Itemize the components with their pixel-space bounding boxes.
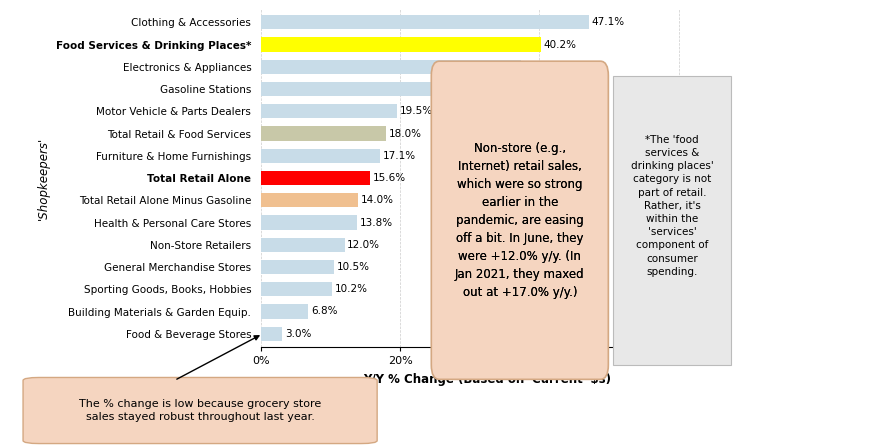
Bar <box>261 171 369 185</box>
Text: 10.5%: 10.5% <box>336 262 369 272</box>
Text: 17.1%: 17.1% <box>382 151 415 161</box>
Text: 15.6%: 15.6% <box>372 173 405 183</box>
Text: 10.2%: 10.2% <box>335 284 368 294</box>
Bar <box>261 15 588 29</box>
Y-axis label: 'Shopkeepers': 'Shopkeepers' <box>37 136 50 220</box>
Bar <box>261 327 282 341</box>
FancyBboxPatch shape <box>431 61 607 379</box>
Bar <box>261 260 334 274</box>
Text: 18.0%: 18.0% <box>388 129 421 138</box>
Bar <box>261 37 541 52</box>
Bar <box>261 60 520 74</box>
Text: 40.2%: 40.2% <box>543 40 576 49</box>
Bar <box>261 304 308 319</box>
Bar <box>261 104 396 118</box>
Bar <box>261 193 358 207</box>
Text: Non-store (e.g.,
Internet) retail sales,
which were so strong
earlier in the
pan: Non-store (e.g., Internet) retail sales,… <box>454 142 584 299</box>
Text: 37.1%: 37.1% <box>521 84 554 94</box>
Text: 14.0%: 14.0% <box>361 195 394 205</box>
Bar <box>261 238 344 252</box>
Text: 12.0%: 12.0% <box>347 240 380 250</box>
Text: 37.3%: 37.3% <box>523 62 556 72</box>
Text: 13.8%: 13.8% <box>360 218 393 227</box>
FancyBboxPatch shape <box>613 76 730 365</box>
Text: Non-store (e.g.,
Internet) retail sales,
which were so strong
earlier in the
pan: Non-store (e.g., Internet) retail sales,… <box>454 142 584 299</box>
Text: 6.8%: 6.8% <box>311 307 337 316</box>
Bar <box>261 82 519 96</box>
Text: 47.1%: 47.1% <box>591 17 624 27</box>
Text: *The 'food
services &
drinking places'
category is not
part of retail.
Rather, i: *The 'food services & drinking places' c… <box>630 135 713 277</box>
Bar <box>261 149 380 163</box>
Text: 3.0%: 3.0% <box>284 329 311 339</box>
FancyBboxPatch shape <box>23 377 377 444</box>
X-axis label: Y/Y % Change (Based on 'Current' $s): Y/Y % Change (Based on 'Current' $s) <box>362 373 611 386</box>
Text: 19.5%: 19.5% <box>399 106 432 116</box>
Bar <box>261 282 332 296</box>
Text: The % change is low because grocery store
sales stayed robust throughout last ye: The % change is low because grocery stor… <box>79 399 321 422</box>
Bar <box>261 215 356 230</box>
Bar <box>261 126 386 141</box>
